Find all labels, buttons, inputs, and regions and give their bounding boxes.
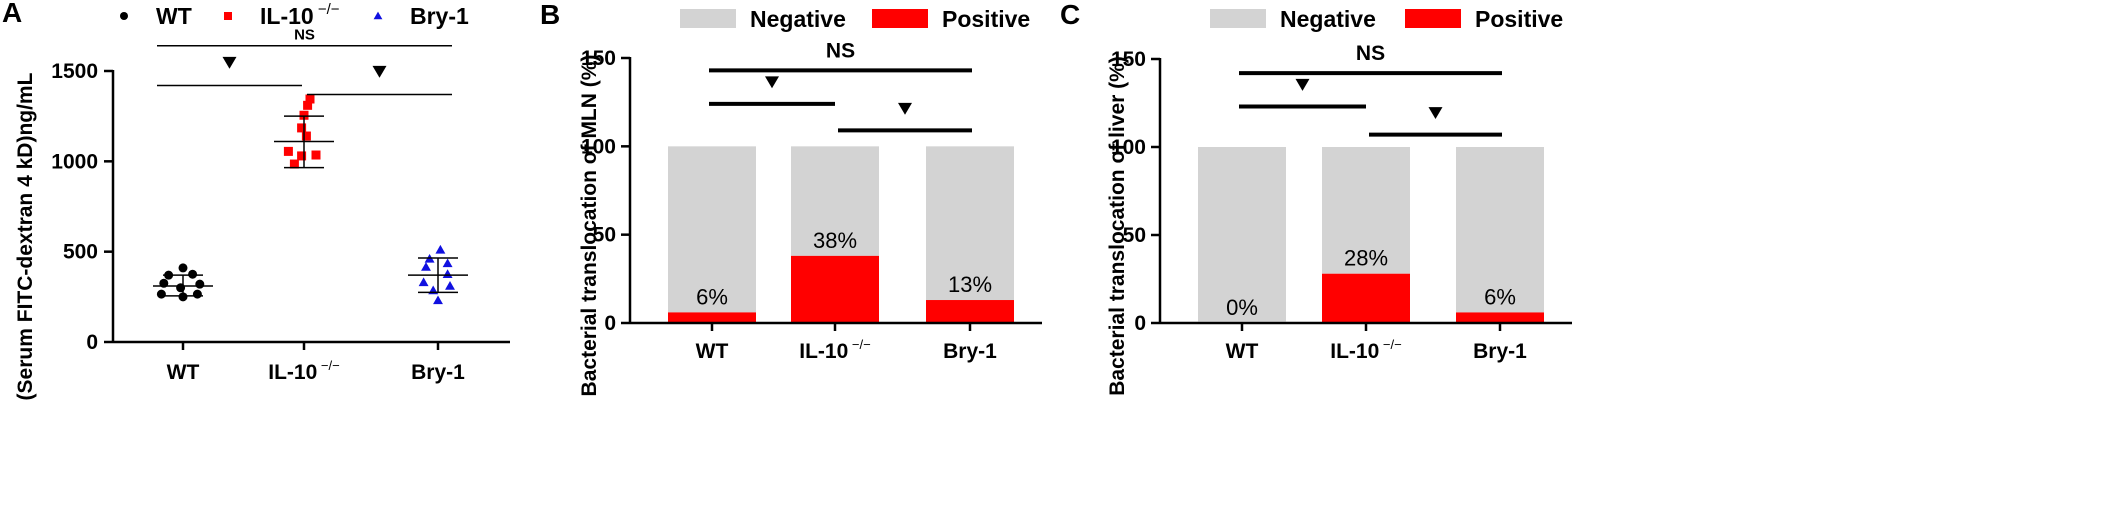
data-label: 28% xyxy=(1344,246,1388,271)
data-point xyxy=(299,110,309,120)
data-point xyxy=(433,295,443,305)
legend-label: Positive xyxy=(1475,6,1563,32)
legend-marker-circle xyxy=(120,12,128,20)
bar-negative xyxy=(1322,147,1410,274)
bar-positive xyxy=(1456,312,1544,323)
significance-triangle xyxy=(1428,107,1443,119)
legend-swatch-negative xyxy=(1210,9,1266,28)
ns-label: NS xyxy=(826,39,855,62)
bar-positive xyxy=(791,255,879,323)
data-label: 38% xyxy=(813,228,857,253)
y-tick-label: 100 xyxy=(1111,136,1146,159)
panel-c-stacked-bar-chart: C Negative Positive 0% 28% 6% 0 50 100 150Bacteri… xyxy=(1060,0,1572,396)
y-tick-label: 0 xyxy=(1134,312,1146,335)
y-tick-label: 150 xyxy=(1111,48,1146,71)
data-point xyxy=(305,94,315,104)
legend-marker-triangle xyxy=(373,11,383,20)
data-point xyxy=(418,277,429,287)
x-tick-label: Bry-1 xyxy=(1473,340,1527,363)
data-label: 13% xyxy=(948,272,992,297)
y-tick-label: 1500 xyxy=(51,60,98,83)
significance-triangle xyxy=(372,65,387,78)
data-point xyxy=(156,289,166,299)
y-tick-label: 150 xyxy=(581,47,616,70)
panel-b-stacked-bar-chart: B Negative Positive 6% 38% 13% 0 50 100 150Bacter… xyxy=(540,0,1042,396)
legend-label: Positive xyxy=(942,6,1030,32)
bar-negative xyxy=(1456,147,1544,313)
legend-label: IL-10 −/− xyxy=(260,1,340,29)
data-point xyxy=(195,279,205,289)
panel-a-scatter-chart: A 0 500 1000 1500 (Serum FITC-dextran 4 kD)ng… xyxy=(2,0,510,400)
data-point xyxy=(178,263,188,273)
y-axis-label: Bacterial translocation of liver (%) xyxy=(1106,56,1129,396)
bar-negative xyxy=(926,146,1014,301)
data-point xyxy=(442,269,453,278)
panel-letter: A xyxy=(2,0,22,28)
y-tick-label: 0 xyxy=(604,312,616,335)
y-tick-label: 100 xyxy=(581,135,616,158)
x-tick-label: WT xyxy=(167,361,200,384)
panel-letter: B xyxy=(540,0,560,30)
significance-triangle xyxy=(765,76,779,89)
ns-label: NS xyxy=(1356,42,1385,65)
y-tick-label: 50 xyxy=(1123,224,1146,247)
legend-marker-square xyxy=(224,12,232,20)
panel-letter: C xyxy=(1060,0,1080,30)
significance-triangle xyxy=(898,102,912,115)
y-tick-label: 0 xyxy=(86,331,98,354)
x-tick-label: IL-10 −/− xyxy=(1330,337,1401,363)
y-tick-label: 500 xyxy=(63,241,98,264)
data-label: 0% xyxy=(1226,295,1258,320)
data-point xyxy=(303,100,313,110)
data-point xyxy=(435,244,446,254)
data-point xyxy=(283,146,293,156)
data-label: 6% xyxy=(696,284,728,309)
data-point xyxy=(297,151,307,161)
data-label: 6% xyxy=(1484,284,1516,309)
x-tick-label: Bry-1 xyxy=(943,340,997,363)
legend-label: Negative xyxy=(750,6,846,32)
data-point xyxy=(442,258,453,268)
legend-swatch-positive xyxy=(1405,9,1461,28)
bar-positive xyxy=(926,300,1014,323)
y-tick-label: 1000 xyxy=(51,150,98,173)
data-point xyxy=(297,123,307,133)
legend-swatch-positive xyxy=(872,9,928,28)
x-tick-label: IL-10 −/− xyxy=(799,337,870,363)
data-point xyxy=(188,269,198,279)
x-tick-label: WT xyxy=(1226,340,1259,363)
legend-label: WT xyxy=(156,3,192,29)
x-tick-label: IL-10 −/− xyxy=(268,358,339,384)
data-point xyxy=(289,159,299,169)
y-tick-label: 50 xyxy=(593,224,616,247)
data-point xyxy=(311,150,321,160)
significance-triangle xyxy=(222,56,237,69)
y-axis-label: Bacterial translocation of MLN (%) xyxy=(578,55,601,397)
y-axis-label: (Serum FITC-dextran 4 kD)ng/mL xyxy=(14,72,37,400)
data-point xyxy=(421,262,431,271)
bar-negative xyxy=(791,146,879,256)
bar-negative xyxy=(668,146,756,313)
data-point xyxy=(301,131,311,141)
data-point xyxy=(192,289,202,299)
bar-positive xyxy=(668,312,756,323)
legend-label: Negative xyxy=(1280,6,1376,32)
legend-swatch-negative xyxy=(680,9,736,28)
significance-triangle xyxy=(1295,78,1310,91)
x-tick-label: Bry-1 xyxy=(411,361,465,384)
ns-label: NS xyxy=(294,27,315,44)
data-point xyxy=(445,281,455,290)
bar-negative xyxy=(1198,147,1286,323)
legend-label: Bry-1 xyxy=(410,3,469,29)
data-point xyxy=(178,292,188,302)
x-tick-label: WT xyxy=(696,340,729,363)
bar-positive xyxy=(1322,273,1410,323)
